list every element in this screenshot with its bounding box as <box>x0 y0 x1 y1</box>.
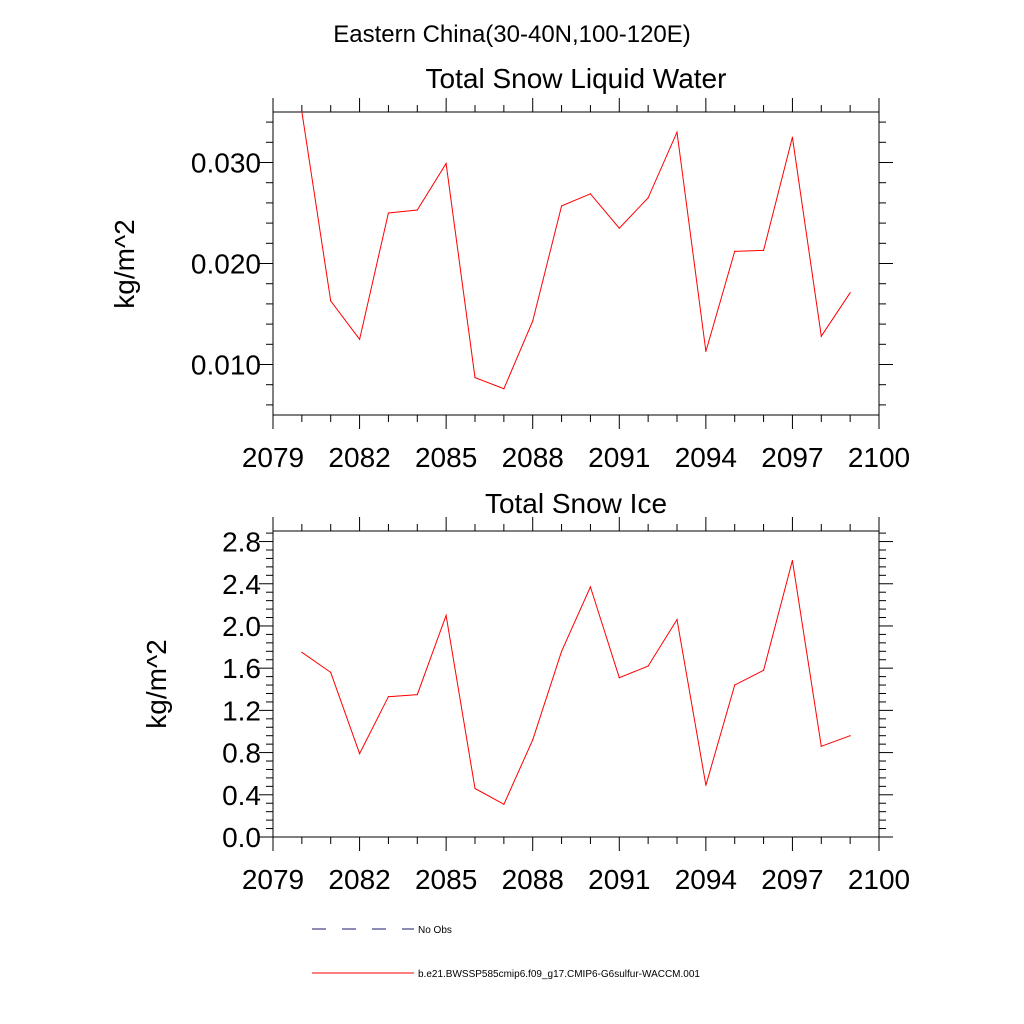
data-point <box>532 320 534 322</box>
chart-panel-2: Total Snow Ice 2079 2082 2085 2088 2091 2094 20… <box>141 488 910 895</box>
y-tick-label: 0.4 <box>222 780 261 811</box>
data-point <box>301 651 303 653</box>
x-tick-label: 2079 <box>242 442 304 473</box>
chart-panel-1: Total Snow Liquid Water 2079 2082 2085 2088 2… <box>109 63 910 473</box>
y-tick-label: 2.8 <box>222 527 261 558</box>
y-tick-label: 1.6 <box>222 653 261 684</box>
data-point <box>330 671 332 673</box>
x-tick-label: 2094 <box>675 442 737 473</box>
figure-suptitle: Eastern China(30-40N,100-120E) <box>333 21 691 48</box>
data-point <box>560 650 563 652</box>
data-point <box>387 696 390 698</box>
data-point <box>474 377 476 379</box>
plot-frame <box>272 111 880 416</box>
legend-label-1: No Obs <box>418 925 452 936</box>
data-point <box>734 684 736 686</box>
series-line-1 <box>301 560 851 805</box>
data-point <box>647 197 649 199</box>
x-tick-label: 2094 <box>675 864 737 895</box>
data-point <box>705 350 707 352</box>
y-tick-label: 2.4 <box>222 569 261 600</box>
x-tick-label: 2097 <box>761 442 823 473</box>
data-point <box>358 338 361 340</box>
x-tick-label: 2085 <box>415 864 477 895</box>
data-point <box>849 292 851 294</box>
data-point <box>532 739 534 741</box>
data-point <box>791 136 794 138</box>
data-point <box>820 335 822 337</box>
y-tick-label: 0.010 <box>191 350 261 381</box>
data-point <box>330 300 332 302</box>
series-line-1 <box>301 111 851 390</box>
y-axis-label: kg/m^2 <box>109 219 140 308</box>
x-tick-label: 2100 <box>848 864 910 895</box>
data-point <box>676 131 678 133</box>
data-point <box>474 787 476 790</box>
data-point <box>301 111 303 113</box>
data-point <box>676 619 678 621</box>
data-point <box>820 745 822 747</box>
data-point <box>358 753 361 755</box>
chart-panels: Total Snow Liquid Water 2079 2082 2085 2088 2… <box>109 63 910 895</box>
data-point <box>849 735 851 737</box>
x-tick-label: 2082 <box>328 442 390 473</box>
x-tick-label: 2082 <box>328 864 390 895</box>
legend: No Obs b.e21.BWSSP585cmip6.f09_g17.CMIP6-… <box>312 925 700 980</box>
y-tick-label: 2.0 <box>222 611 261 642</box>
chart-title: Total Snow Ice <box>485 488 667 519</box>
data-point <box>503 803 505 805</box>
data-point <box>589 193 592 195</box>
x-tick-label: 2091 <box>588 442 650 473</box>
y-axis-label: kg/m^2 <box>141 639 172 728</box>
x-tick-label: 2088 <box>502 864 564 895</box>
data-point <box>387 212 390 214</box>
data-point <box>618 227 620 229</box>
y-tick-label: 0.030 <box>191 148 261 179</box>
chart-title: Total Snow Liquid Water <box>426 63 727 94</box>
y-tick-label: 0.020 <box>191 249 261 280</box>
x-tick-label: 2097 <box>761 864 823 895</box>
data-point <box>589 586 592 588</box>
data-point <box>791 559 794 562</box>
data-point <box>416 693 418 696</box>
data-point <box>416 209 418 211</box>
x-tick-label: 2085 <box>415 442 477 473</box>
y-tick-label: 0.0 <box>222 822 261 853</box>
data-point <box>762 669 765 671</box>
data-point <box>762 249 765 251</box>
x-tick-label: 2091 <box>588 864 650 895</box>
data-point <box>560 205 563 207</box>
data-point <box>445 614 447 617</box>
y-tick-label: 1.2 <box>222 695 261 726</box>
data-point <box>647 665 649 667</box>
data-point <box>618 677 620 679</box>
data-point <box>705 784 707 786</box>
x-tick-label: 2079 <box>242 864 304 895</box>
data-point <box>734 250 736 252</box>
y-tick-label: 0.8 <box>222 738 261 769</box>
data-point <box>503 388 505 390</box>
x-tick-label: 2100 <box>848 442 910 473</box>
data-point <box>445 162 447 165</box>
x-tick-label: 2088 <box>502 442 564 473</box>
plot-frame <box>272 530 880 838</box>
legend-label-2: b.e21.BWSSP585cmip6.f09_g17.CMIP6-G6sulf… <box>418 969 700 980</box>
